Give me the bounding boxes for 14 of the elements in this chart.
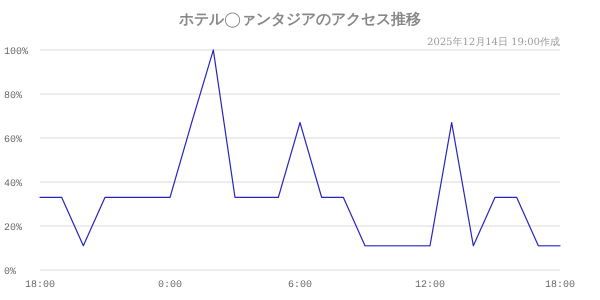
y-tick-label: 100% (4, 47, 28, 58)
y-tick-label: 20% (4, 223, 22, 234)
x-tick-label: 6:00 (288, 280, 312, 291)
line-series (39, 49, 561, 246)
y-tick-label: 0% (4, 267, 16, 278)
chart-title: ホテル◯ァンタジアのアクセス推移 (178, 10, 421, 28)
x-tick-label: 12:00 (414, 280, 446, 291)
x-tick-label: 18:00 (24, 280, 56, 291)
y-tick-label: 80% (4, 91, 22, 102)
x-tick-label: 0:00 (158, 280, 182, 291)
y-tick-label: 40% (4, 179, 22, 190)
x-tick-label: 18:00 (544, 280, 576, 291)
chart-subtitle: 2025年12月14日 19:00作成 (427, 36, 560, 48)
y-tick-label: 60% (4, 135, 22, 146)
